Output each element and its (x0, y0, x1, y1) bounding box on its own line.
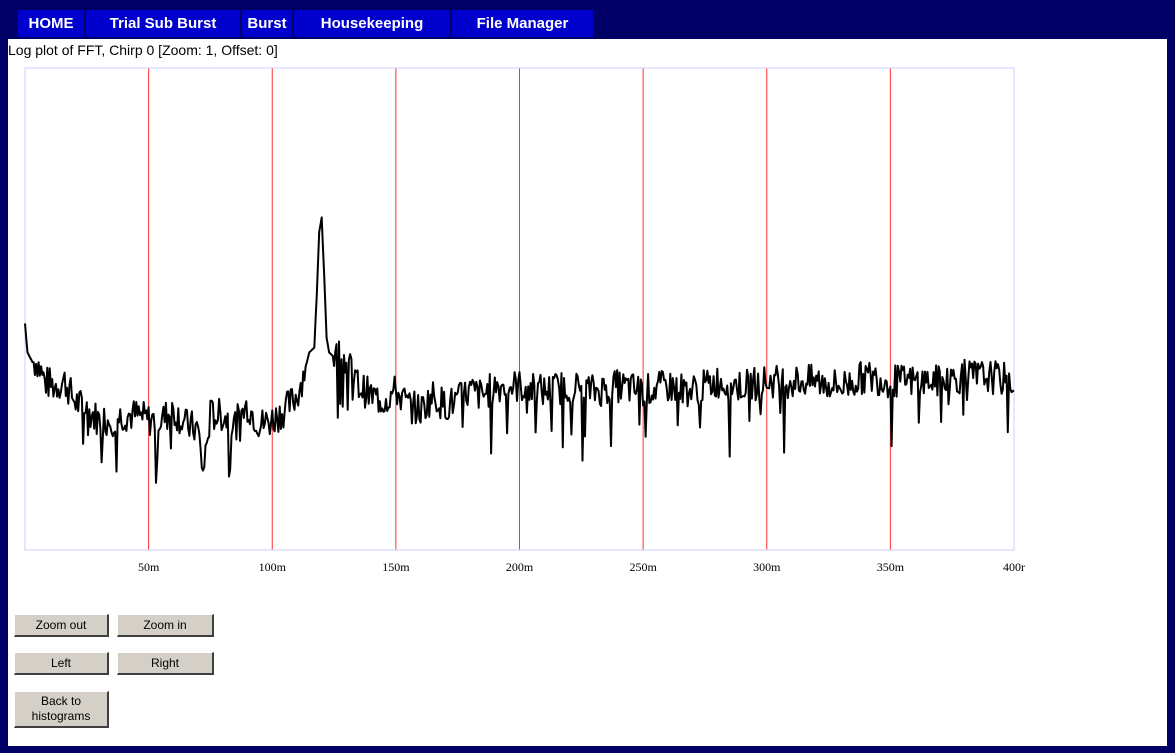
page-title: Log plot of FFT, Chirp 0 [Zoom: 1, Offse… (8, 42, 278, 58)
x-tick-label: 150m (382, 560, 410, 574)
nav-bar: HOME Trial Sub Burst Burst Housekeeping … (8, 8, 1167, 39)
x-tick-label: 200m (506, 560, 534, 574)
x-tick-label: 50m (138, 560, 160, 574)
zoom-in-button[interactable]: Zoom in (117, 614, 214, 637)
chart-tick-labels: 50m 100m 150m 200m 250m 300m 350m 400r (138, 560, 1025, 574)
x-tick-label: 100m (259, 560, 287, 574)
x-tick-label: 400r (1003, 560, 1025, 574)
chart-plot-frame (24, 67, 1015, 551)
fft-trace-line (24, 216, 1015, 484)
x-tick-label: 250m (629, 560, 657, 574)
nav-tab-burst[interactable]: Burst (242, 10, 292, 37)
nav-tab-file-manager[interactable]: File Manager (452, 10, 593, 37)
x-tick-label: 300m (753, 560, 781, 574)
x-tick-label: 350m (877, 560, 905, 574)
pan-left-button[interactable]: Left (14, 652, 109, 675)
back-to-histograms-button[interactable]: Back to histograms (14, 691, 109, 728)
main-frame: HOME Trial Sub Burst Burst Housekeeping … (8, 8, 1167, 746)
chart-gridlines (148, 68, 1015, 550)
zoom-out-button[interactable]: Zoom out (14, 614, 109, 637)
pan-right-button[interactable]: Right (117, 652, 214, 675)
fft-log-plot: 50m 100m 150m 200m 250m 300m 350m 400r (24, 67, 1025, 574)
nav-tab-trial-sub-burst[interactable]: Trial Sub Burst (86, 10, 240, 37)
back-button-label-line2: histograms (31, 709, 91, 723)
nav-tab-home[interactable]: HOME (18, 10, 84, 37)
nav-tab-housekeeping[interactable]: Housekeeping (294, 10, 450, 37)
back-button-label-line1: Back to (40, 694, 82, 708)
